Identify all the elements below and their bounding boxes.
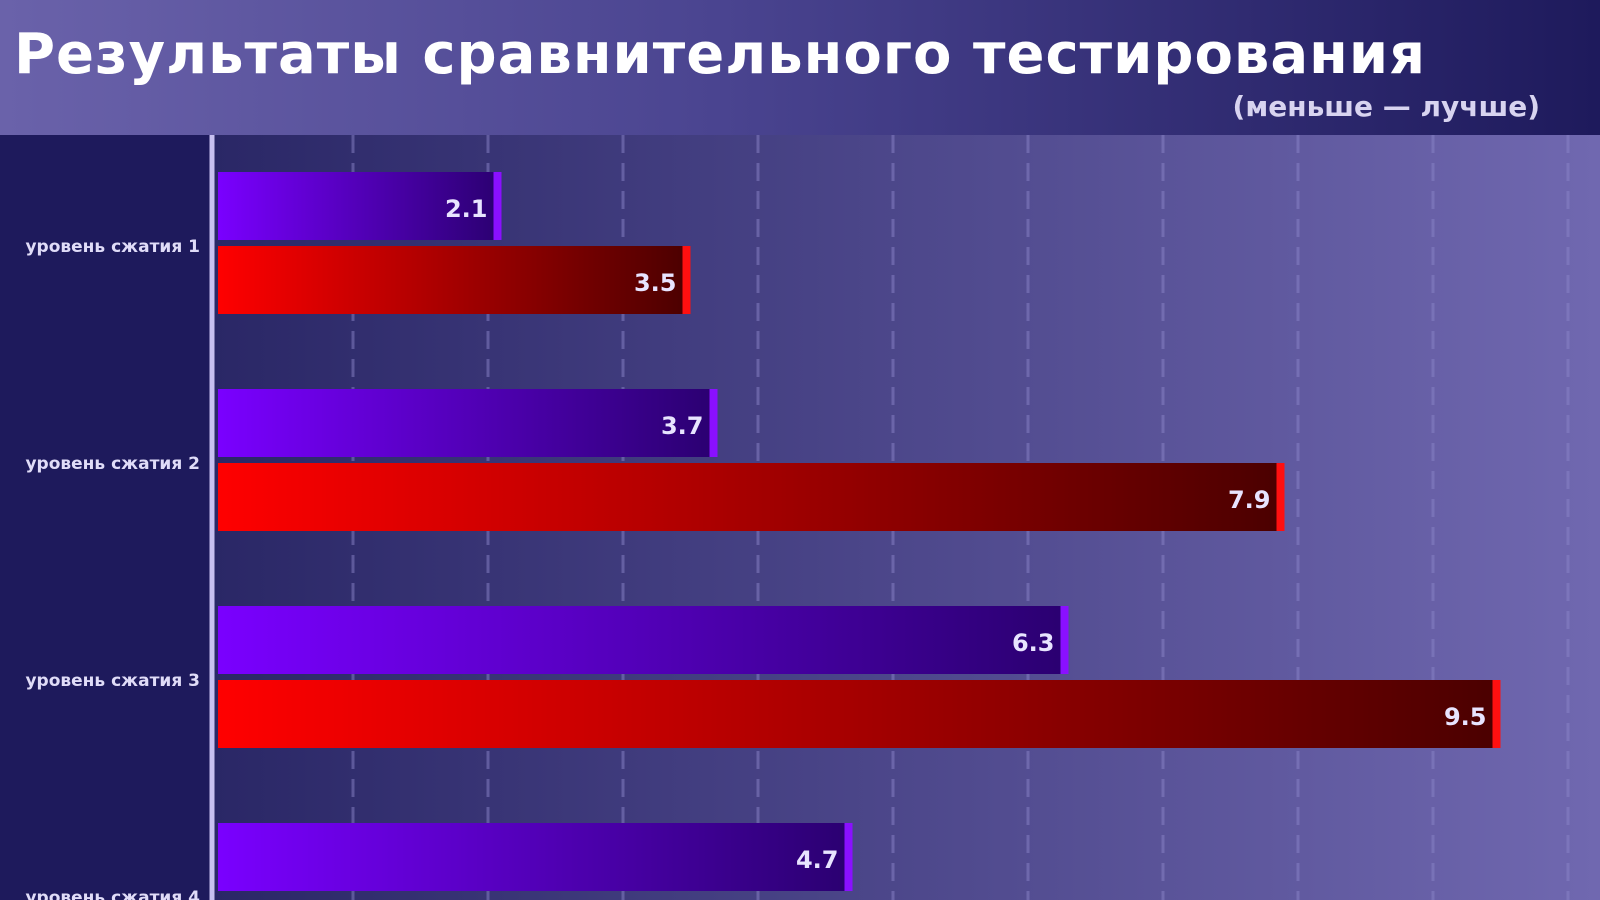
bar-cap [1492,680,1501,748]
chart-title: Результаты сравнительного тестирования [14,22,1427,87]
bar [218,606,1069,674]
data-label: 2.1 [445,195,488,223]
chart-subtitle: (меньше — лучше) [1232,90,1540,123]
category-label: уровень сжатия 1 [25,237,200,257]
data-label: 3.7 [661,412,704,440]
bar [218,680,1501,748]
category-label: уровень сжатия 4 [25,888,200,900]
data-label: 6.3 [1012,629,1055,657]
bar [218,246,691,314]
bar-cap [709,389,718,457]
data-label: 3.5 [634,269,677,297]
bar-cap [1060,606,1069,674]
bar [218,823,853,891]
data-label: 4.7 [796,846,839,874]
bar-cap [844,823,853,891]
data-label: 9.5 [1444,703,1487,731]
category-label: уровень сжатия 3 [25,671,200,691]
bar-cap [493,172,502,240]
bar [218,463,1285,531]
bar [218,389,718,457]
bar [218,172,502,240]
bar-cap [682,246,691,314]
category-panel [0,135,206,900]
category-label: уровень сжатия 2 [25,454,200,474]
plot-area: 2.1 3.5 3.7 7.9 6.3 9.5 4.7 уровень сжатия 1 ур… [25,135,1600,900]
chart-header: Результаты сравнительного тестирования (… [0,0,1600,135]
bar-cap [1276,463,1285,531]
data-label: 7.9 [1228,486,1271,514]
